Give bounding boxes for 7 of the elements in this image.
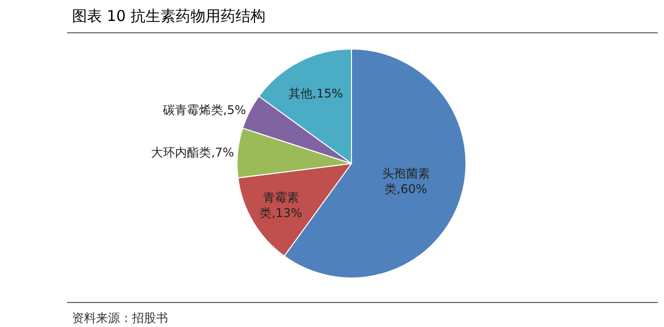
slice-label: 头孢菌素类,60% bbox=[382, 166, 430, 196]
slice-label: 其他,15% bbox=[288, 86, 344, 100]
text: 资料来源：招股书 bbox=[72, 311, 168, 325]
slice-label: 青霉素类,13% bbox=[260, 190, 302, 220]
slice-label: 碳青霉烯类,5% bbox=[162, 103, 246, 118]
slice-label: 大环内酯类,7% bbox=[151, 146, 234, 160]
chart-title: 图表 10 抗生素药物用药结构 bbox=[72, 7, 266, 25]
